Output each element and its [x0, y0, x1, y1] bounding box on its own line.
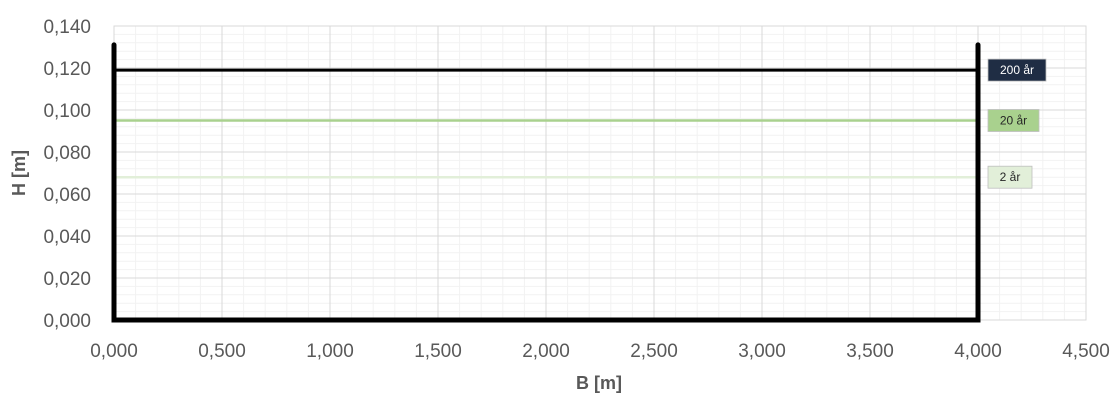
- channel-profile-line: [111, 42, 981, 323]
- series-tag-box-2: [987, 109, 1040, 132]
- x-axis-title: B [m]: [576, 373, 622, 393]
- x-tick-label: 3,500: [846, 341, 894, 362]
- y-tick-label: 0,100: [43, 101, 91, 122]
- y-tick-label: 0,080: [43, 143, 91, 164]
- y-tick-label: 0,020: [43, 269, 91, 290]
- y-tick-label: 0,040: [43, 227, 91, 248]
- x-tick-label: 0,000: [90, 341, 138, 362]
- major-gridlines: [114, 26, 1086, 320]
- series-tags: 200 år 20 år 2 år: [987, 58, 1047, 189]
- y-tick-label: 0,060: [43, 185, 91, 206]
- series-tag-label-1: 200 år: [1000, 63, 1034, 77]
- x-tick-label: 2,500: [630, 341, 678, 362]
- x-tick-label: 2,000: [522, 341, 570, 362]
- x-axis-tick-labels: 0,000 0,500 1,000 1,500 2,000 2,500 3,000 3,500…: [90, 341, 1110, 362]
- series-tag-box-1: [987, 58, 1047, 82]
- channel-profile: [111, 42, 981, 323]
- x-tick-label: 3,000: [738, 341, 786, 362]
- series-tag-box-3: [987, 165, 1033, 189]
- y-tick-label: 0,140: [43, 17, 91, 38]
- water-level-lines: [114, 68, 978, 179]
- series-tag-label-2: 20 år: [1000, 114, 1027, 128]
- x-tick-label: 4,000: [954, 341, 1002, 362]
- x-tick-label: 1,500: [414, 341, 462, 362]
- y-tick-label: 0,000: [43, 311, 91, 332]
- x-tick-label: 1,000: [306, 341, 354, 362]
- y-axis-tick-labels: 0,000 0,020 0,040 0,060 0,080 0,100 0,120 0,140: [43, 17, 91, 332]
- y-tick-label: 0,120: [43, 59, 91, 80]
- x-tick-label: 0,500: [198, 341, 246, 362]
- y-axis-title: H [m]: [9, 150, 29, 196]
- x-tick-label: 4,500: [1062, 341, 1110, 362]
- series-tag-label-3: 2 år: [1000, 170, 1021, 184]
